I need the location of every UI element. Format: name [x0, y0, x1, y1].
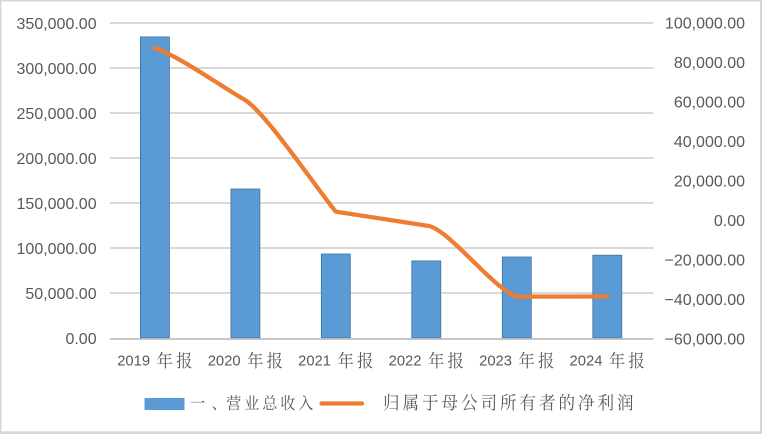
svg-text:−60,000.00: −60,000.00	[664, 331, 745, 348]
svg-text:0.00: 0.00	[714, 213, 745, 230]
svg-text:350,000.00: 350,000.00	[17, 16, 97, 33]
svg-text:2024: 2024	[570, 354, 603, 370]
svg-text:300,000.00: 300,000.00	[17, 61, 97, 78]
svg-text:100,000.00: 100,000.00	[17, 241, 97, 258]
svg-text:20,000.00: 20,000.00	[674, 173, 745, 190]
svg-text:40,000.00: 40,000.00	[674, 134, 745, 151]
svg-text:2022: 2022	[389, 354, 422, 370]
svg-text:200,000.00: 200,000.00	[17, 151, 97, 168]
svg-text:2023: 2023	[479, 354, 512, 370]
svg-text:80,000.00: 80,000.00	[674, 55, 745, 72]
svg-text:50,000.00: 50,000.00	[25, 286, 96, 303]
svg-text:60,000.00: 60,000.00	[674, 94, 745, 111]
svg-text:2020: 2020	[208, 354, 241, 370]
svg-text:−20,000.00: −20,000.00	[664, 252, 745, 269]
svg-text:100,000.00: 100,000.00	[665, 15, 745, 32]
svg-text:2019: 2019	[117, 354, 150, 370]
svg-text:−40,000.00: −40,000.00	[664, 292, 745, 309]
svg-text:250,000.00: 250,000.00	[17, 106, 97, 123]
svg-text:2021: 2021	[298, 354, 331, 370]
svg-text:0.00: 0.00	[65, 331, 96, 348]
svg-text:150,000.00: 150,000.00	[17, 196, 97, 213]
